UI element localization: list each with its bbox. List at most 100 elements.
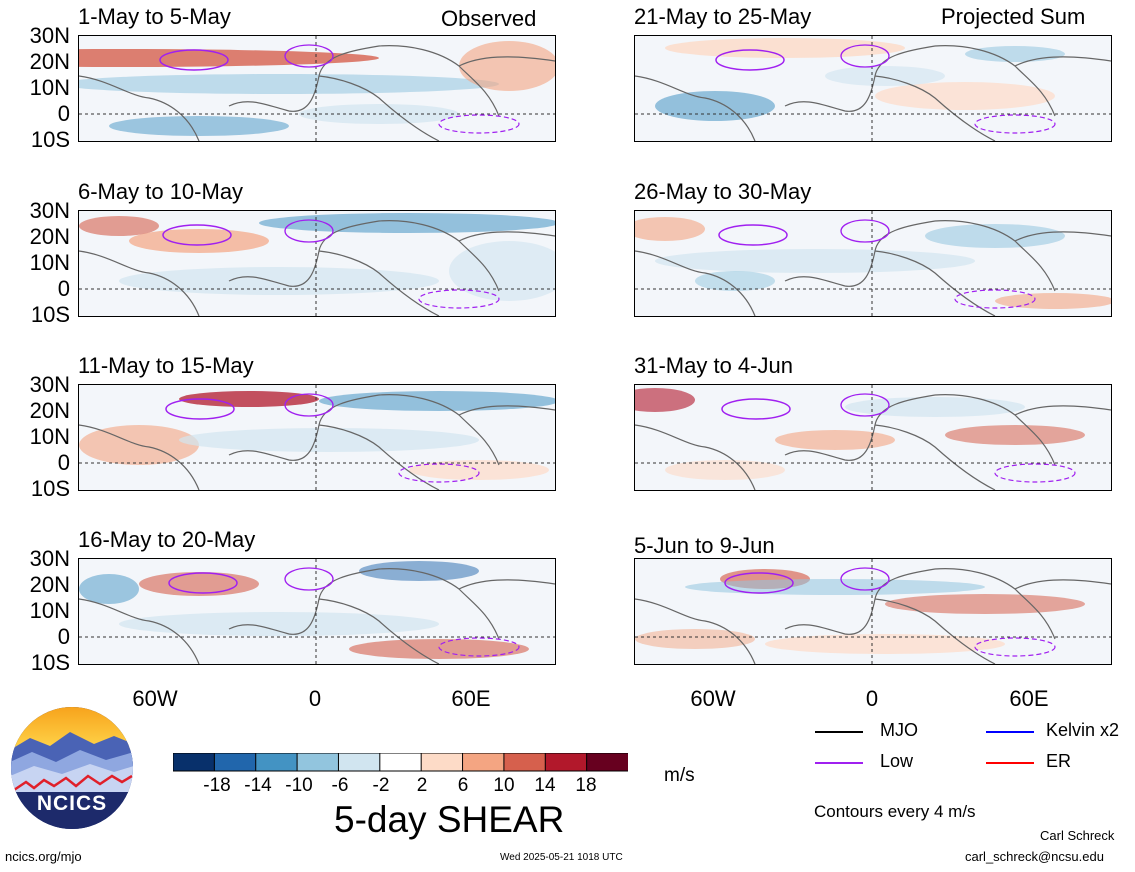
coastline — [635, 568, 1111, 664]
shear-field — [79, 385, 555, 490]
panel-title: 6-May to 10-May — [78, 179, 244, 204]
colorbar-swatch — [462, 753, 505, 772]
lat-label: 0 — [57, 101, 70, 126]
lat-label: 0 — [57, 276, 70, 301]
shear-field — [79, 36, 555, 141]
lat-label: 10N — [29, 250, 70, 275]
mjo-line-swatch — [815, 731, 863, 733]
panel-title: 16-May to 20-May — [78, 527, 256, 552]
lat-label: 20N — [29, 224, 70, 249]
low-contour — [718, 224, 788, 246]
colorbar-tick: -6 — [331, 775, 349, 796]
lon-label: 0 — [308, 686, 322, 711]
lat-label: 10S — [30, 476, 70, 501]
colorbar-tick: 14 — [534, 775, 556, 796]
lat-label: 10N — [29, 75, 70, 100]
er-line-swatch — [986, 762, 1034, 764]
lon-label: 60W — [132, 686, 178, 711]
lat-label: 20N — [29, 49, 70, 74]
colorbar-swatch — [379, 753, 423, 772]
lat-label: 20N — [29, 398, 70, 423]
lon-label: 60W — [690, 686, 736, 711]
shear-map — [78, 384, 556, 491]
shear-map — [78, 558, 556, 665]
panel-title: 26-May to 30-May — [634, 179, 812, 204]
low-contour — [715, 49, 785, 71]
lat-label: 10N — [29, 424, 70, 449]
low-contour — [840, 393, 890, 417]
lon-label: 60E — [1009, 686, 1049, 711]
coastline — [79, 568, 555, 664]
low-contour — [284, 567, 334, 591]
ncics-logo: NCICS — [10, 706, 134, 830]
shear-field — [79, 559, 555, 664]
colorbar-tick: -10 — [285, 775, 313, 796]
colorbar-swatch — [586, 753, 628, 772]
legend-kelvin: Kelvin x2 — [1046, 720, 1120, 740]
coastline — [79, 394, 555, 490]
lat-label: 30N — [29, 372, 70, 397]
colorbar-swatches — [173, 753, 628, 772]
lon-label: 0 — [865, 686, 879, 711]
legend-er: ER — [1046, 751, 1072, 771]
low-contour — [840, 567, 890, 591]
lon-label: 60E — [451, 686, 491, 711]
colorbar-tick: -18 — [203, 775, 231, 796]
low-contour — [284, 219, 334, 243]
footer-site: ncics.org/mjo — [5, 849, 82, 864]
lat-label: 0 — [57, 450, 70, 475]
footer-timestamp: Wed 2025-05-21 1018 UTC — [500, 852, 623, 863]
low-contour-negative — [398, 463, 480, 483]
panel-title: 31-May to 4-Jun — [634, 353, 793, 378]
low-contour — [724, 572, 794, 594]
shear-map — [634, 210, 1112, 317]
low-contour-negative — [994, 463, 1076, 483]
shear-map — [634, 384, 1112, 491]
shear-map — [78, 35, 556, 142]
lat-label: 20N — [29, 572, 70, 597]
colorbar-tick: 18 — [575, 775, 597, 796]
coastline — [635, 45, 1111, 141]
lat-label: 10S — [30, 127, 70, 152]
colorbar-units: m/s — [664, 765, 695, 786]
contours-note: Contours every 4 m/s — [814, 802, 976, 821]
low-contour — [840, 219, 890, 243]
legend-low: Low — [880, 751, 914, 771]
lat-label: 30N — [29, 23, 70, 48]
lat-label: 30N — [29, 198, 70, 223]
shear-field — [635, 211, 1111, 316]
colorbar-swatch — [544, 753, 588, 772]
colorbar-title: 5-day SHEAR — [334, 799, 565, 840]
observed-label: Observed — [441, 6, 537, 31]
lat-label: 10N — [29, 598, 70, 623]
colorbar-swatch — [296, 753, 340, 772]
low-contour — [165, 398, 235, 420]
low-contour-negative — [954, 289, 1036, 309]
shear-field — [635, 385, 1111, 490]
low-contour — [159, 49, 229, 71]
legend-mjo: MJO — [880, 720, 918, 740]
low-contour-negative — [974, 114, 1056, 134]
panel-title: 21-May to 25-May — [634, 4, 812, 29]
colorbar-swatch — [337, 753, 381, 772]
shear-map — [78, 210, 556, 317]
colorbar-swatch — [503, 753, 547, 772]
colorbar-swatch — [420, 753, 464, 772]
footer-author: Carl Schreck — [1040, 828, 1115, 843]
low-contour-negative — [438, 114, 520, 134]
footer-email: carl_schreck@ncsu.edu — [965, 849, 1104, 864]
low-line-swatch — [815, 762, 863, 764]
coastline — [635, 220, 1111, 316]
shear-field — [635, 36, 1111, 141]
low-contour-negative — [438, 637, 520, 657]
colorbar-tick: -2 — [372, 775, 390, 796]
low-contour-negative — [974, 637, 1056, 657]
coastline — [635, 394, 1111, 490]
panel-title: 11-May to 15-May — [78, 353, 254, 378]
coastline — [79, 220, 555, 316]
projected-label: Projected Sum — [941, 4, 1086, 29]
lat-label: 30N — [29, 546, 70, 571]
panel-title: 5-Jun to 9-Jun — [634, 533, 775, 558]
coastline — [79, 45, 555, 141]
low-contour — [284, 393, 334, 417]
